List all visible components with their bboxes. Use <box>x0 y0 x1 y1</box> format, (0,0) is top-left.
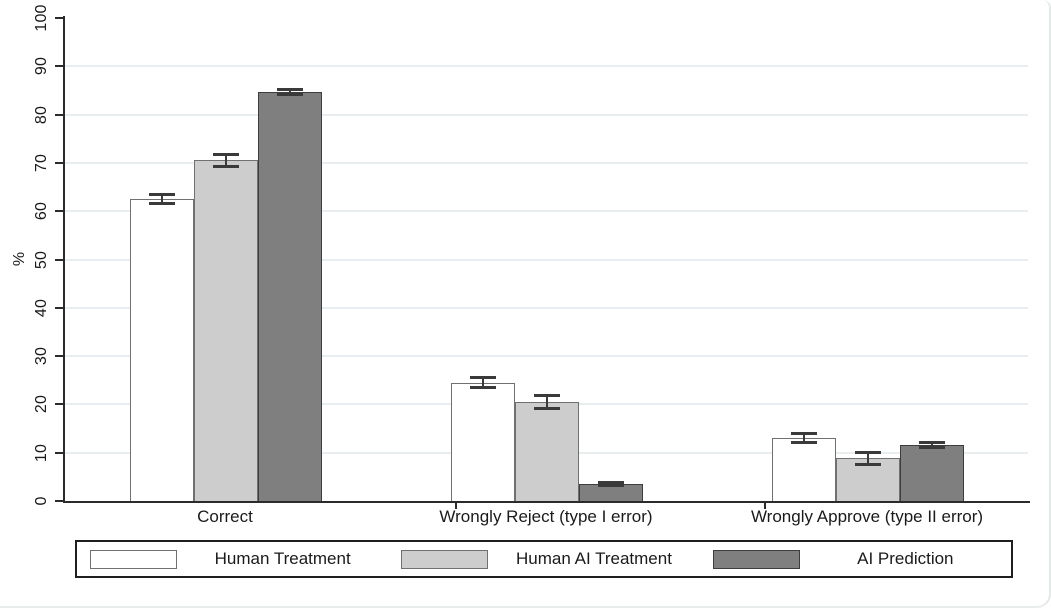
y-tick-80 <box>55 113 63 116</box>
y-tick-30 <box>55 355 63 358</box>
gridline-30 <box>65 355 1028 358</box>
error-bar-cap-top <box>148 192 175 196</box>
plot-area <box>65 18 1028 501</box>
bar-ai-prediction-2 <box>899 444 964 501</box>
bar-human-treatment-1 <box>450 382 515 501</box>
error-bar-cap-bottom <box>790 441 817 445</box>
error-bar-cap-top <box>597 481 624 485</box>
y-tick-label-0: 0 <box>33 496 50 506</box>
gridline-40 <box>65 306 1028 309</box>
y-tick-label-20: 20 <box>33 395 50 414</box>
legend-label-ai-prediction: AI Prediction <box>857 549 954 568</box>
y-tick-90 <box>55 65 63 68</box>
bar-human-ai-treatment-0 <box>193 160 258 501</box>
legend-label-human-treatment: Human Treatment <box>214 549 351 568</box>
gridline-50 <box>65 258 1028 261</box>
legend-swatch-human-ai-treatment <box>401 549 489 569</box>
y-axis-line <box>63 16 65 503</box>
bar-ai-prediction-0 <box>257 91 322 501</box>
y-tick-label-40: 40 <box>33 298 50 317</box>
gridline-80 <box>65 113 1028 116</box>
error-bar-cap-top <box>918 440 945 444</box>
error-bar-line <box>930 442 933 448</box>
legend-label-human-ai-treatment: Human AI Treatment <box>516 549 672 568</box>
error-bar-line <box>481 377 484 388</box>
y-tick-50 <box>55 258 63 261</box>
y-tick-70 <box>55 161 63 164</box>
x-category-label-correct: Correct <box>197 507 253 526</box>
x-axis-between-tick-1 <box>455 503 457 509</box>
error-bar-line <box>545 395 548 409</box>
x-category-label-wrongly-reject: Wrongly Reject (type I error) <box>439 507 653 526</box>
error-bar-line <box>802 433 805 443</box>
bar-human-treatment-2 <box>771 438 836 501</box>
y-tick-label-30: 30 <box>33 346 50 366</box>
error-bar-line <box>160 194 163 204</box>
error-bar-cap-bottom <box>276 93 303 97</box>
legend-item-human-treatment: Human Treatment <box>77 542 388 576</box>
error-bar-cap-bottom <box>469 386 496 390</box>
error-bar-cap-bottom <box>918 446 945 450</box>
error-bar-cap-top <box>276 87 303 91</box>
y-tick-label-100: 100 <box>33 4 50 32</box>
error-bar-line <box>224 154 227 167</box>
gridline-90 <box>65 65 1028 68</box>
y-tick-60 <box>55 210 63 213</box>
gridline-60 <box>65 210 1028 213</box>
error-bar-cap-bottom <box>148 202 175 206</box>
error-bar-cap-bottom <box>854 462 881 466</box>
error-bar-cap-top <box>212 152 239 156</box>
error-bar-cap-bottom <box>597 484 624 488</box>
error-bar-cap-top <box>790 432 817 436</box>
x-axis-line <box>63 501 1030 503</box>
error-bar-cap-bottom <box>533 406 560 410</box>
x-axis-between-tick-2 <box>764 503 767 509</box>
error-bar-cap-bottom <box>212 165 239 169</box>
y-tick-label-70: 70 <box>33 153 50 172</box>
y-tick-10 <box>55 451 63 454</box>
error-bar-line <box>288 89 291 95</box>
legend-swatch-human-treatment <box>90 549 177 569</box>
legend-item-ai-prediction: AI Prediction <box>700 542 1011 576</box>
error-bar-cap-top <box>854 451 881 455</box>
error-bar-cap-top <box>533 394 560 398</box>
y-tick-0 <box>55 500 63 502</box>
y-tick-label-60: 60 <box>33 202 50 221</box>
bar-human-treatment-0 <box>129 199 194 501</box>
legend-swatch-ai-prediction <box>712 549 800 569</box>
legend-item-human-ai-treatment: Human AI Treatment <box>388 542 699 576</box>
legend: Human Treatment Human AI Treatment AI Pr… <box>75 540 1013 578</box>
y-axis: 0 10 20 30 40 50 60 70 80 90 100 <box>0 4 63 506</box>
x-category-label-wrongly-approve: Wrongly Approve (type II error) <box>750 507 984 526</box>
y-tick-100 <box>55 17 63 19</box>
gridline-70 <box>65 161 1028 164</box>
error-bar-line <box>866 452 869 465</box>
y-tick-40 <box>55 306 63 309</box>
error-bar-cap-top <box>469 375 496 379</box>
y-tick-label-10: 10 <box>33 443 50 462</box>
y-tick-label-90: 90 <box>33 57 50 76</box>
bar-human-ai-treatment-1 <box>514 401 579 501</box>
y-tick-label-80: 80 <box>33 105 50 124</box>
y-tick-20 <box>55 403 63 406</box>
y-tick-label-50: 50 <box>33 250 50 269</box>
